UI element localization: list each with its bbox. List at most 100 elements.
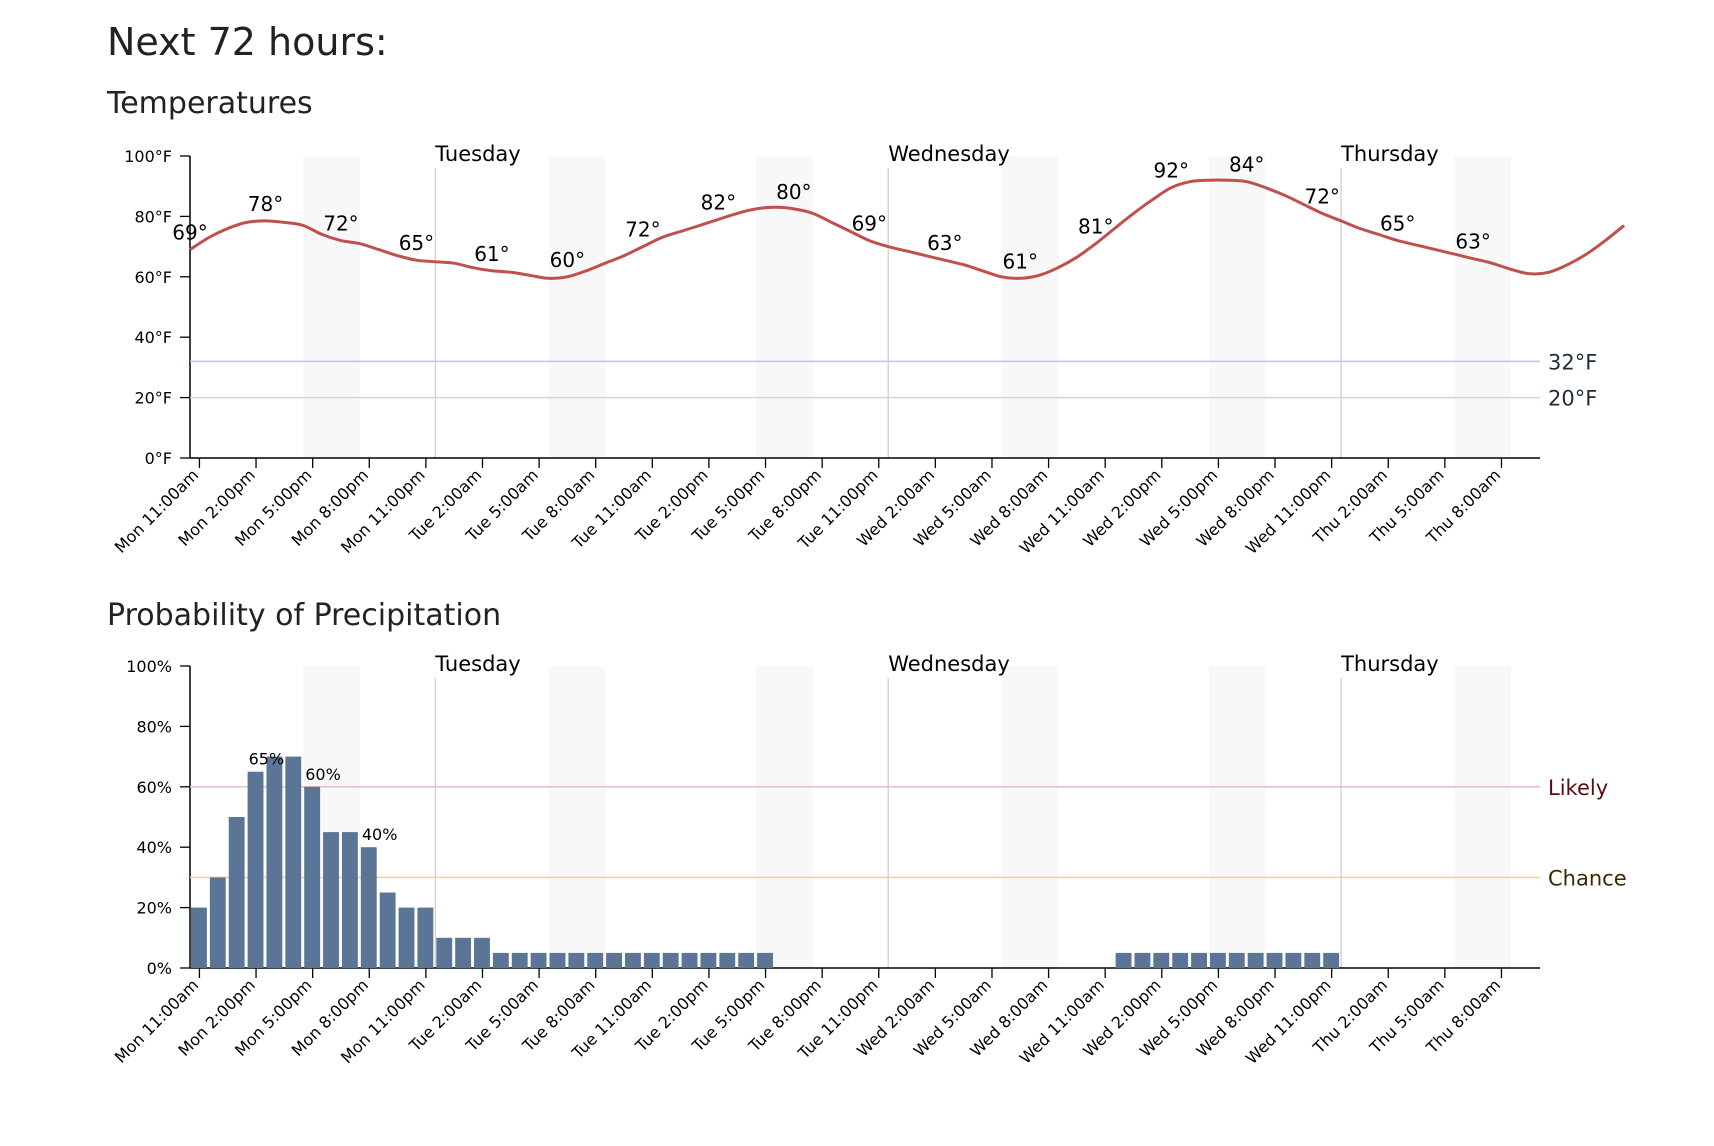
precip-bar [568, 952, 585, 968]
y-tick-label: 80°F [134, 207, 172, 226]
precip-bar [247, 771, 264, 968]
precip-bar [323, 832, 339, 968]
y-tick-label: 60% [136, 778, 172, 797]
ref-line-label: Chance [1548, 866, 1627, 890]
precip-bar [1266, 952, 1283, 968]
precip-bar [1209, 952, 1226, 968]
precip-bar-label: 65% [249, 750, 285, 769]
temperature-point-label: 69° [172, 221, 207, 245]
precip-bar [1323, 952, 1340, 968]
precip-bar [360, 847, 377, 968]
night-band [548, 156, 606, 458]
precip-bar [587, 952, 604, 968]
y-tick-label: 20% [136, 899, 172, 918]
precip-bar [1172, 952, 1189, 968]
precip-bar [228, 817, 245, 968]
precip-bar [1285, 952, 1302, 968]
precip-bar [492, 952, 509, 968]
y-tick-label: 100°F [124, 147, 172, 166]
precip-bar [304, 786, 321, 968]
precip-bar [1134, 952, 1151, 968]
temperature-point-label: 69° [852, 212, 887, 236]
y-tick-label: 40°F [134, 328, 172, 347]
y-tick-label: 0°F [145, 449, 172, 468]
temperature-point-label: 92° [1154, 159, 1189, 183]
precip-bar [455, 937, 472, 968]
y-tick-label: 20°F [134, 389, 172, 408]
precip-bar-label: 60% [305, 765, 341, 784]
ref-line-label: Likely [1548, 776, 1608, 800]
ref-line-label: 20°F [1548, 387, 1597, 411]
y-tick-label: 0% [147, 959, 172, 978]
day-label: Wednesday [888, 142, 1010, 166]
precip-bar [625, 952, 641, 968]
night-band [1208, 666, 1266, 968]
precip-bar [738, 952, 755, 968]
precipitation-chart: Tuesday Wednesday Thursday 0% 20% 40% 60% 80% 10… [111, 652, 1627, 1068]
precip-bar [549, 952, 566, 968]
precip-bar [285, 756, 302, 968]
precip-bar [379, 892, 396, 968]
y-tick-label: 40% [136, 838, 172, 857]
temperature-chart: Tuesday Wednesday Thursday 0°F 20°F 40°F 60°F 8… [111, 142, 1626, 558]
day-label: Thursday [1340, 652, 1439, 676]
night-band [1454, 156, 1511, 458]
night-band [1454, 666, 1511, 968]
temperature-point-label: 82° [701, 190, 736, 214]
precip-bar [757, 952, 773, 968]
precip-bar [417, 907, 434, 968]
temperature-point-label: 80° [776, 180, 811, 204]
precipitation-chart-title: Probability of Precipitation [107, 598, 502, 633]
day-label: Thursday [1340, 142, 1439, 166]
precip-bar-label: 40% [362, 825, 398, 844]
day-label: Wednesday [888, 652, 1010, 676]
temperature-point-label: 84° [1229, 153, 1264, 177]
precip-bar [643, 952, 660, 968]
precip-bar [1115, 952, 1132, 968]
precip-bar [266, 756, 283, 968]
temperature-point-label: 65° [1380, 212, 1415, 236]
temperature-point-label: 65° [399, 231, 434, 255]
temperature-point-label: 78° [248, 192, 283, 216]
precip-bar [1153, 952, 1170, 968]
y-tick-label: 80% [136, 717, 172, 736]
precip-bar [530, 952, 547, 968]
precip-bar [719, 952, 736, 968]
temperature-point-label: 81° [1078, 215, 1113, 239]
y-tick-label: 60°F [134, 268, 172, 287]
day-label: Tuesday [434, 652, 520, 676]
temperature-point-label: 72° [625, 218, 660, 242]
temperature-point-label: 63° [1455, 230, 1490, 254]
precip-bar [662, 952, 679, 968]
temperature-point-label: 60° [550, 248, 585, 272]
precip-bar [511, 952, 528, 968]
precip-bar [1228, 952, 1245, 968]
night-band [756, 666, 813, 968]
precip-bar [209, 877, 226, 968]
precip-bar [700, 952, 717, 968]
y-tick-label: 100% [126, 657, 172, 676]
temperature-chart-title: Temperatures [107, 86, 313, 121]
precip-bar [1191, 952, 1207, 968]
precip-bar [398, 907, 415, 968]
precip-bar [341, 832, 358, 968]
page-title: Next 72 hours: [107, 20, 388, 64]
precip-bar [606, 952, 623, 968]
precip-bar [1247, 952, 1264, 968]
ref-line-label: 32°F [1548, 350, 1597, 374]
precip-bar [681, 952, 698, 968]
night-band [548, 666, 606, 968]
day-label: Tuesday [434, 142, 520, 166]
temperature-point-label: 72° [1304, 184, 1339, 208]
night-band [1001, 156, 1059, 458]
temperature-point-label: 72° [323, 212, 358, 236]
precip-bar [191, 907, 207, 968]
temperature-line [189, 178, 1626, 280]
precip-bar [474, 937, 490, 968]
night-band [1001, 666, 1059, 968]
temperature-point-label: 61° [474, 242, 509, 266]
precip-bar [436, 937, 453, 968]
temperature-point-label: 63° [927, 231, 962, 255]
night-band [1208, 156, 1266, 458]
night-band [303, 156, 360, 458]
